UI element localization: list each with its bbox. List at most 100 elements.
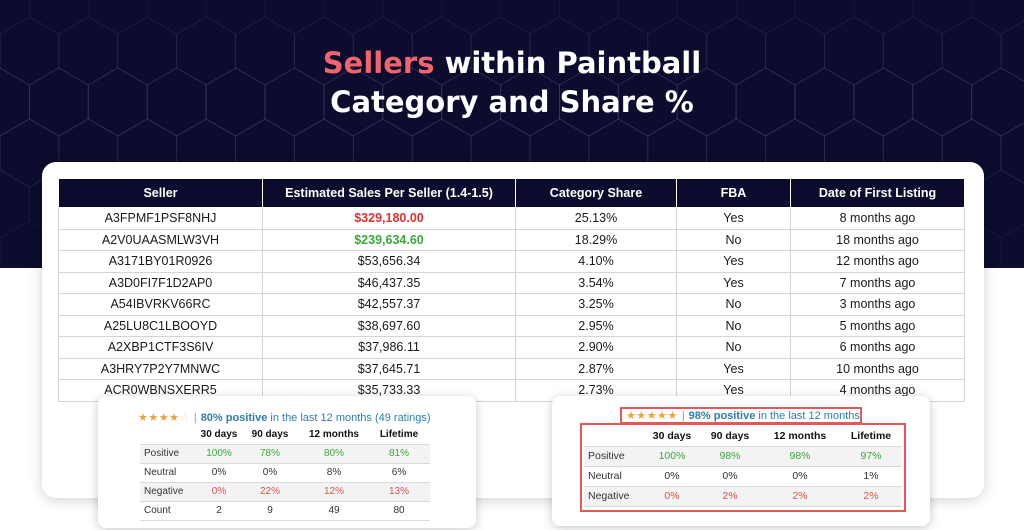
fba-cell: Yes bbox=[676, 250, 791, 273]
feedback-row: Neutral 0% 0% 0% 1% bbox=[584, 466, 902, 487]
sales-cell: $239,634.60 bbox=[262, 228, 516, 251]
feedback-value: 78% bbox=[240, 444, 300, 464]
feedback-value: 6% bbox=[368, 463, 430, 483]
table-row: A2XBP1CTF3S6IV $37,986.11 2.90% No 6 months … bbox=[58, 336, 965, 359]
seller-id-cell: A25LU8C1LBOOYD bbox=[58, 314, 263, 337]
sales-cell: $38,697.60 bbox=[262, 314, 516, 337]
feedback-value: 97% bbox=[840, 446, 902, 467]
seller-id-cell: A3HRY7P2Y7MNWC bbox=[58, 357, 263, 380]
sales-cell: $329,180.00 bbox=[262, 207, 516, 230]
feedback-row-label: Positive bbox=[584, 446, 644, 467]
col-header-date: Date of First Listing bbox=[790, 178, 965, 208]
first-listing-cell: 6 months ago bbox=[790, 336, 965, 359]
table-row: A3FPMF1PSF8NHJ $329,180.00 25.13% Yes 8 mont… bbox=[58, 207, 965, 230]
star-rating-icon: ★★★★★ bbox=[626, 410, 678, 422]
first-listing-cell: 8 months ago bbox=[790, 207, 965, 230]
feedback-value: 80 bbox=[368, 501, 430, 521]
feedback-panel-left: ★★★★☆ | 80% positive in the last 12 months… bbox=[98, 396, 476, 528]
feedback-col-header: 12 months bbox=[760, 426, 840, 447]
feedback-value: 0% bbox=[198, 482, 240, 502]
sales-cell: $46,437.35 bbox=[262, 271, 516, 294]
feedback-value: 49 bbox=[300, 501, 368, 521]
feedback-value: 0% bbox=[198, 463, 240, 483]
feedback-header-row: 30 days 90 days 12 months Lifetime bbox=[140, 425, 430, 445]
fba-cell: Yes bbox=[676, 357, 791, 380]
feedback-value: 98% bbox=[760, 446, 840, 467]
seller-id-cell: A3171BY01R0926 bbox=[58, 250, 263, 273]
seller-id-cell: A3D0FI7F1D2AP0 bbox=[58, 271, 263, 294]
feedback-row-label: Count bbox=[140, 501, 198, 521]
feedback-col-header: 12 months bbox=[300, 425, 368, 445]
feedback-value: 1% bbox=[840, 466, 902, 487]
feedback-row: Negative 0% 2% 2% 2% bbox=[584, 486, 902, 507]
category-share-cell: 3.25% bbox=[515, 293, 677, 316]
fba-cell: No bbox=[676, 336, 791, 359]
feedback-value: 2 bbox=[198, 501, 240, 521]
seller-id-cell: A2V0UAASMLW3VH bbox=[58, 228, 263, 251]
feedback-value: 2% bbox=[700, 486, 760, 507]
feedback-value: 12% bbox=[300, 482, 368, 502]
col-header-seller: Seller bbox=[58, 178, 263, 208]
feedback-row: Positive 100% 78% 80% 81% bbox=[140, 444, 430, 464]
first-listing-cell: 12 months ago bbox=[790, 250, 965, 273]
feedback-value: 2% bbox=[760, 486, 840, 507]
feedback-row-label: Negative bbox=[584, 486, 644, 507]
feedback-row: Count 2 9 49 80 bbox=[140, 501, 430, 521]
feedback-value: 0% bbox=[644, 486, 700, 507]
feedback-row-label: Neutral bbox=[584, 466, 644, 487]
feedback-table-right: 30 days 90 days 12 months Lifetime Positive 1… bbox=[584, 426, 902, 507]
seller-id-cell: A54IBVRKV66RC bbox=[58, 293, 263, 316]
feedback-col-header: 90 days bbox=[700, 426, 760, 447]
fba-cell: No bbox=[676, 228, 791, 251]
feedback-value: 81% bbox=[368, 444, 430, 464]
page-title: Sellers within Paintball Category and Sh… bbox=[0, 44, 1024, 122]
feedback-value: 0% bbox=[700, 466, 760, 487]
table-row: A3D0FI7F1D2AP0 $46,437.35 3.54% Yes 7 months… bbox=[58, 271, 965, 294]
category-share-cell: 2.95% bbox=[515, 314, 677, 337]
category-share-cell: 18.29% bbox=[515, 228, 677, 251]
feedback-row: Negative 0% 22% 12% 13% bbox=[140, 482, 430, 502]
feedback-value: 22% bbox=[240, 482, 300, 502]
corner-cell bbox=[140, 425, 198, 445]
seller-id-cell: A2XBP1CTF3S6IV bbox=[58, 336, 263, 359]
feedback-header-row: 30 days 90 days 12 months Lifetime bbox=[584, 426, 902, 447]
feedback-value: 0% bbox=[760, 466, 840, 487]
feedback-value: 100% bbox=[644, 446, 700, 467]
category-share-cell: 2.90% bbox=[515, 336, 677, 359]
corner-cell bbox=[584, 426, 644, 447]
table-row: A2V0UAASMLW3VH $239,634.60 18.29% No 18 mont… bbox=[58, 228, 965, 251]
feedback-value: 2% bbox=[840, 486, 902, 507]
feedback-row-label: Negative bbox=[140, 482, 198, 502]
feedback-value: 80% bbox=[300, 444, 368, 464]
sales-cell: $37,986.11 bbox=[262, 336, 516, 359]
highlight-box-table bbox=[580, 423, 906, 512]
first-listing-cell: 3 months ago bbox=[790, 293, 965, 316]
first-listing-cell: 5 months ago bbox=[790, 314, 965, 337]
feedback-period: in the last 12 months bbox=[758, 410, 860, 422]
category-share-cell: 3.54% bbox=[515, 271, 677, 294]
table-row: A25LU8C1LBOOYD $38,697.60 2.95% No 5 months … bbox=[58, 314, 965, 337]
sales-cell: $53,656.34 bbox=[262, 250, 516, 273]
category-share-cell: 2.87% bbox=[515, 357, 677, 380]
table-row: A3HRY7P2Y7MNWC $37,645.71 2.87% Yes 10 month… bbox=[58, 357, 965, 380]
seller-id-cell: A3FPMF1PSF8NHJ bbox=[58, 207, 263, 230]
feedback-value: 100% bbox=[198, 444, 240, 464]
feedback-value: 0% bbox=[240, 463, 300, 483]
title-line1: within Paintball bbox=[434, 46, 702, 80]
feedback-summary-right: ★★★★★ | 98% positive in the last 12 months bbox=[626, 410, 860, 422]
first-listing-cell: 7 months ago bbox=[790, 271, 965, 294]
feedback-row-label: Positive bbox=[140, 444, 198, 464]
first-listing-cell: 18 months ago bbox=[790, 228, 965, 251]
table-row: ACR0WBNSXERR5 $35,733.33 2.73% Yes 4 months … bbox=[58, 379, 965, 402]
sales-cell: $37,645.71 bbox=[262, 357, 516, 380]
feedback-col-header: 90 days bbox=[240, 425, 300, 445]
sellers-table: Seller Estimated Sales Per Seller (1.4-1… bbox=[58, 178, 965, 402]
feedback-summary-left: ★★★★☆ | 80% positive in the last 12 months… bbox=[138, 412, 431, 424]
table-row: A3171BY01R0926 $53,656.34 4.10% Yes 12 month… bbox=[58, 250, 965, 273]
feedback-row-label: Neutral bbox=[140, 463, 198, 483]
feedback-period: in the last 12 months (49 ratings) bbox=[270, 412, 431, 424]
feedback-value: 98% bbox=[700, 446, 760, 467]
fba-cell: Yes bbox=[676, 207, 791, 230]
first-listing-cell: 10 months ago bbox=[790, 357, 965, 380]
first-listing-cell: 4 months ago bbox=[790, 379, 965, 402]
